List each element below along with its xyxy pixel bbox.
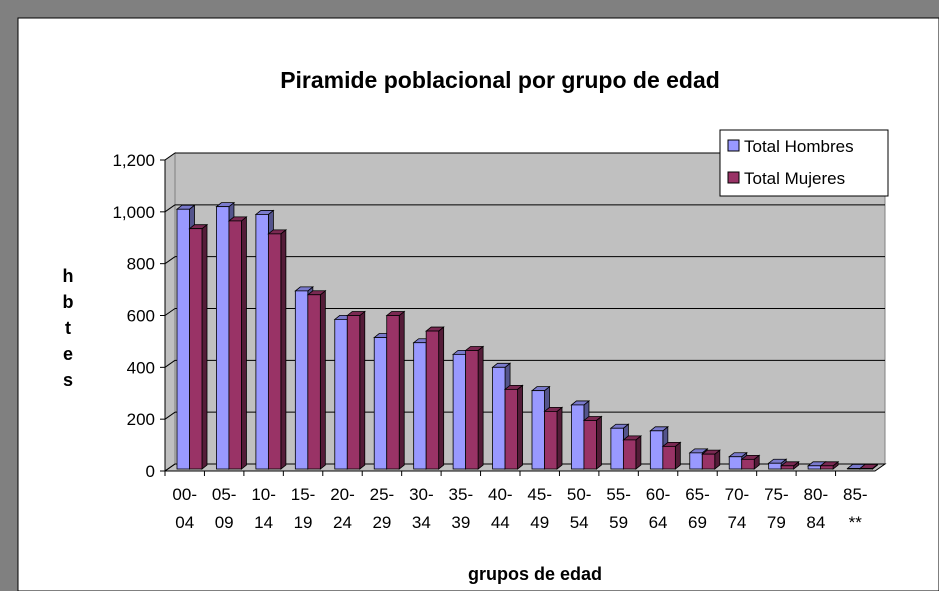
bar [622, 439, 637, 470]
legend-swatch [727, 171, 740, 184]
bar [492, 366, 506, 470]
bar [649, 430, 664, 470]
bar-side [635, 435, 642, 470]
x-tick-label: 35-39 [449, 485, 474, 532]
legend-swatch [727, 139, 740, 152]
bar [346, 315, 361, 470]
x-tick-label: 80-84 [804, 485, 829, 532]
x-tick-label: 70-74 [725, 485, 750, 532]
x-tick-label: 50-54 [567, 485, 592, 532]
bar [583, 420, 597, 470]
bar [780, 465, 795, 470]
bar [701, 453, 716, 470]
bar-side [319, 289, 326, 470]
grid-line-side [164, 359, 176, 368]
x-tick-label: 55-59 [606, 485, 631, 532]
bar [216, 206, 230, 470]
x-tick-label: 45-49 [527, 485, 552, 532]
bar [504, 388, 518, 470]
bar [373, 337, 388, 470]
bar [255, 214, 269, 470]
x-tick-label: 10-14 [251, 485, 276, 532]
legend [719, 129, 889, 197]
bar [768, 462, 782, 470]
bar-side [241, 216, 247, 470]
bar [413, 342, 427, 470]
x-axis-title: grupos de edad [468, 564, 602, 584]
bar [334, 318, 348, 470]
bar [847, 468, 861, 470]
bar [859, 468, 873, 470]
chart-title: Piramide poblacional por grupo de edad [280, 67, 720, 93]
legend-label: Total Hombres [744, 137, 854, 156]
bar-side [280, 229, 287, 470]
y-tick-label: 1,200 [112, 151, 155, 170]
bar [741, 458, 755, 470]
y-tick-label: 0 [146, 462, 155, 481]
legend-label: Total Mujeres [744, 169, 845, 188]
bar [452, 353, 467, 470]
bar-side [674, 441, 681, 470]
grid-line-side [164, 308, 176, 316]
bar-side [477, 345, 484, 470]
bar [728, 456, 743, 470]
x-tick-label: 15-19 [291, 485, 316, 532]
x-tick-label: 20-24 [330, 485, 355, 532]
bar [571, 404, 585, 470]
bar [544, 410, 558, 470]
bar [307, 294, 321, 470]
bar [189, 228, 203, 470]
x-tick-label: 60-64 [646, 485, 671, 532]
bar [294, 290, 309, 470]
y-tick-label: 400 [127, 358, 155, 377]
bar [662, 445, 676, 470]
bar [386, 315, 400, 470]
grid-line-side [164, 204, 176, 213]
bar-side [201, 223, 208, 470]
bar [176, 208, 190, 470]
y-tick-label: 1,000 [112, 203, 155, 222]
x-tick-label: 30-34 [409, 485, 434, 532]
y-tick-label: 600 [127, 307, 155, 326]
bar-side [398, 310, 405, 470]
x-tick-label: 65-69 [685, 485, 710, 532]
bar-side [359, 310, 366, 470]
bar [820, 465, 834, 470]
x-tick-label: 75-79 [764, 485, 789, 532]
grid-line-side [164, 256, 176, 265]
bar [689, 452, 703, 470]
x-tick-label: 05-09 [212, 485, 237, 532]
bar [531, 390, 545, 470]
y-tick-label: 200 [127, 410, 155, 429]
x-tick-label: 25-29 [370, 485, 395, 532]
bar [610, 427, 624, 470]
x-tick-label: 85-** [843, 485, 868, 532]
grid-line-side [164, 463, 176, 472]
grid-line-side [164, 411, 176, 420]
bar [267, 233, 282, 470]
grid-line-side [164, 152, 176, 161]
bar [425, 330, 440, 470]
bar [807, 465, 822, 470]
bar-side [596, 415, 602, 470]
y-tick-label: 800 [127, 255, 155, 274]
bar [465, 350, 479, 470]
bar-side [556, 406, 563, 470]
x-tick-label: 00-04 [172, 485, 197, 532]
x-tick-label: 40-44 [488, 485, 513, 532]
bar-side [517, 384, 523, 470]
bar-side [438, 326, 445, 470]
bar [228, 220, 242, 470]
